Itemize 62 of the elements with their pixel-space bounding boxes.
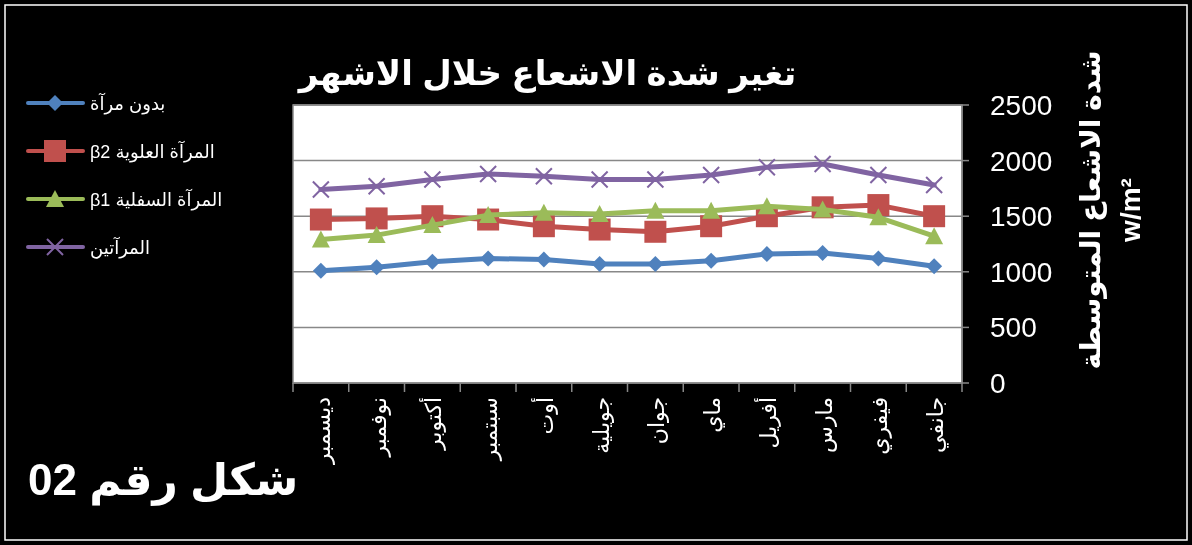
point: [644, 220, 667, 243]
point: [479, 206, 498, 224]
text: شكل رقم 02: [28, 455, 299, 506]
y-tick-label: 500: [990, 312, 1037, 344]
point: [423, 170, 442, 189]
point: [309, 208, 332, 231]
point: [479, 164, 498, 183]
point: [423, 216, 442, 234]
y-tick-label: 0: [990, 368, 1006, 399]
y-tick-label: 2500: [990, 90, 1053, 121]
y-tick-label: 2000: [990, 145, 1053, 177]
x-tick-label: أوت: [530, 397, 558, 435]
point: [646, 201, 665, 219]
point: [647, 256, 664, 273]
point: [365, 207, 388, 230]
legend-label: المرآتين: [90, 236, 150, 259]
point: [926, 258, 943, 275]
point: [590, 170, 609, 189]
point: [367, 226, 386, 244]
x-tick-label: سبتمبر: [477, 397, 503, 462]
legend-label: المرآة السفلية β1: [90, 188, 223, 211]
point: [758, 246, 775, 263]
point: [646, 170, 665, 189]
x-tick-label: ديسمبر: [309, 397, 335, 466]
point: [923, 205, 946, 228]
x-tick-label: فيفري: [867, 397, 893, 455]
point: [480, 250, 497, 267]
x-tick-label: جوان: [644, 397, 670, 445]
point: [534, 203, 553, 221]
point: [814, 244, 831, 261]
point: [869, 208, 888, 226]
x-tick-label: أكتوبر: [419, 397, 447, 451]
point: [311, 180, 330, 199]
point: [534, 167, 553, 186]
point: [424, 253, 441, 270]
legend-label: بدون مرآة: [90, 92, 166, 115]
point: [312, 262, 329, 279]
point: [702, 201, 721, 219]
y-tick-label: 1000: [990, 256, 1053, 288]
point: [925, 227, 944, 245]
point: [925, 176, 944, 195]
x-tick-label: نوفمبر: [365, 397, 391, 458]
x-tick-label: جويلية: [588, 397, 614, 454]
x-tick-label: مارس: [811, 397, 838, 453]
x-tick-label: أفريل: [753, 397, 781, 449]
point: [368, 259, 385, 276]
legend-label: المرآة العلوية β2: [90, 140, 215, 163]
point: [367, 177, 386, 196]
point: [703, 252, 720, 269]
point: [702, 166, 721, 185]
chart-title: تغير شدة الاشعاع خلال الاشهر: [296, 54, 797, 94]
x-tick-label: ماي: [700, 397, 726, 433]
point: [869, 166, 888, 185]
point: [757, 197, 776, 215]
point: [311, 230, 330, 248]
y-tick-label: 1500: [990, 201, 1053, 233]
point: [757, 158, 776, 177]
point: [813, 154, 832, 173]
x-tick-label: جانفي: [923, 397, 950, 453]
point: [591, 256, 608, 273]
point: [870, 250, 887, 267]
point: [590, 204, 609, 222]
